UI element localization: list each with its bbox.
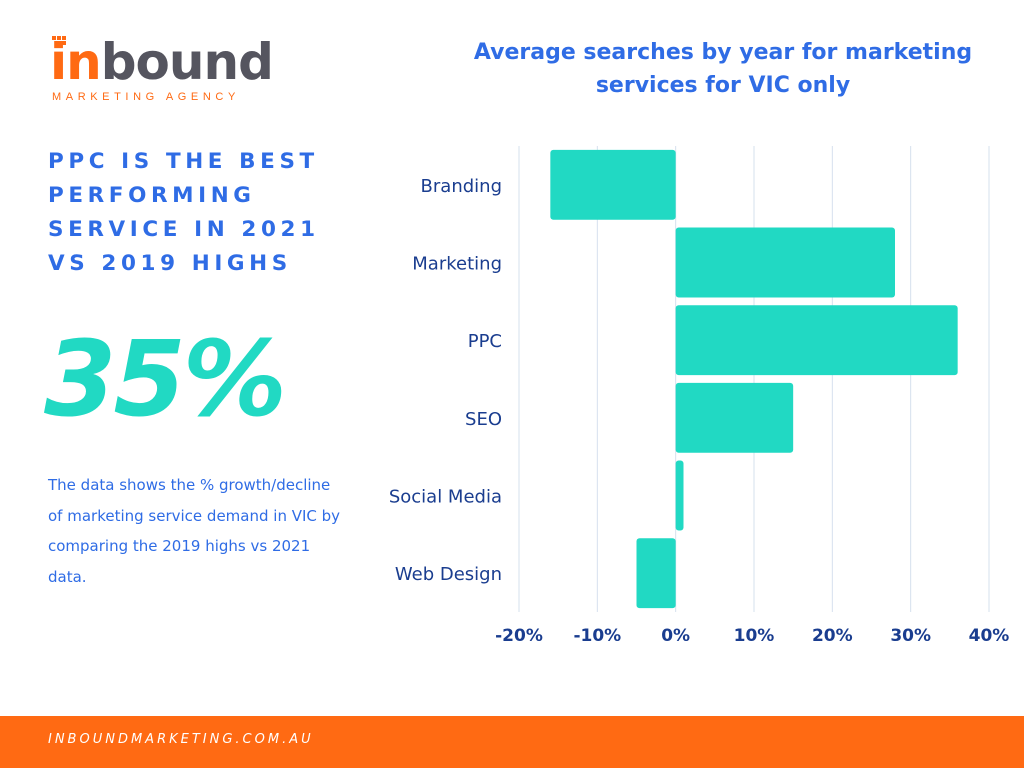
- bar: [550, 149, 676, 220]
- logo-bound: bound: [100, 33, 274, 91]
- footer-bar: INBOUNDMARKETING.COM.AU: [0, 716, 1024, 768]
- logo-pixel-dots: [52, 36, 68, 48]
- logo-tagline: MARKETING AGENCY: [52, 91, 240, 103]
- category-label: PPC: [468, 331, 502, 352]
- bar: [675, 382, 794, 453]
- headline: PPC IS THE BEST PERFORMING SERVICE IN 20…: [48, 149, 320, 276]
- bar: [675, 305, 958, 376]
- bar: [675, 460, 684, 531]
- category-label: Social Media: [389, 487, 502, 508]
- bar-chart: -20% -10% 0% 10% 20% 30% 40% Branding Marketing P…: [389, 146, 1010, 646]
- x-tick-label: 10%: [734, 626, 775, 646]
- x-tick-label: -20%: [495, 626, 543, 646]
- inbound-logo: inbound MARKETING AGENCY: [46, 33, 276, 106]
- chart-title: Average searches by year for marketing s…: [473, 40, 973, 98]
- big-stat: 35%: [44, 318, 287, 440]
- description: The data shows the % growth/decline of m…: [48, 476, 341, 586]
- logo-in: in: [50, 33, 102, 91]
- category-label: Branding: [421, 176, 502, 197]
- x-tick-label: -10%: [573, 626, 621, 646]
- x-tick-label: 0%: [661, 626, 690, 646]
- x-tick-label: 30%: [890, 626, 931, 646]
- category-label: Web Design: [395, 564, 502, 585]
- category-label: SEO: [465, 409, 502, 430]
- bar: [636, 538, 676, 609]
- logo-wordmark: inbound: [50, 32, 274, 92]
- x-tick-label: 40%: [969, 626, 1010, 646]
- footer-url: INBOUNDMARKETING.COM.AU: [48, 732, 314, 747]
- category-label: Marketing: [412, 254, 502, 275]
- bar: [675, 227, 895, 298]
- x-tick-label: 20%: [812, 626, 853, 646]
